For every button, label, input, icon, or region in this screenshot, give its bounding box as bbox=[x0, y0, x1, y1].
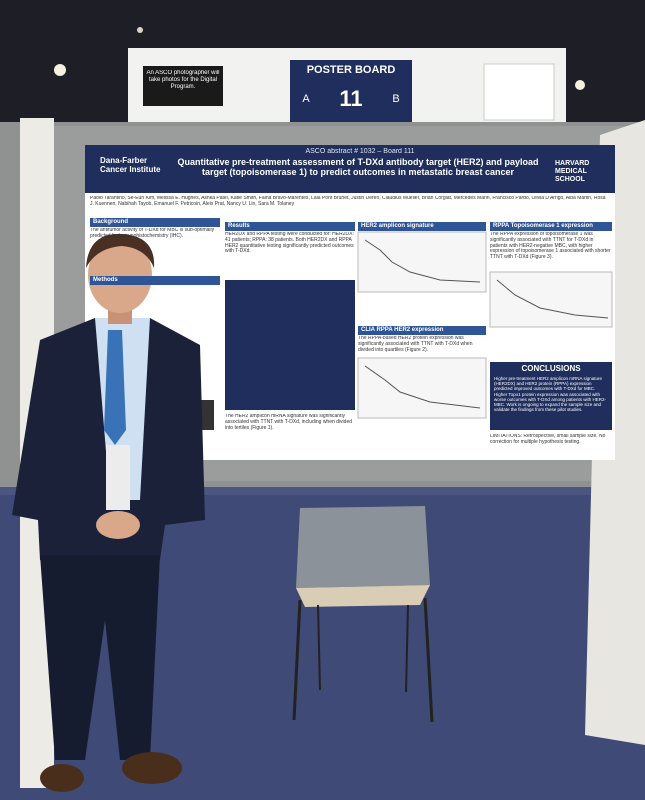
poster-title: Quantitative pre-treatment assessment of… bbox=[177, 157, 539, 178]
shoe bbox=[40, 764, 84, 792]
chair-leg bbox=[317, 604, 321, 691]
photographer-badge bbox=[143, 66, 223, 106]
section-header: CLIA RPPA HER2 expression bbox=[358, 326, 486, 335]
km-curve bbox=[496, 279, 609, 319]
photographer-note: An ASCO photographer will take photos fo… bbox=[146, 70, 220, 90]
shoe bbox=[122, 752, 182, 784]
chair-leg bbox=[405, 604, 409, 693]
conclusions-text: Higher pre-treatment HER2 amplicon mRNA … bbox=[494, 376, 606, 413]
school: HARVARD MEDICAL SCHOOL bbox=[555, 160, 590, 184]
info-sheet bbox=[483, 63, 555, 121]
ceiling-light bbox=[575, 80, 585, 90]
side-left: A bbox=[302, 93, 310, 105]
limitations: LIMITATIONS: Retrospective, small sample… bbox=[490, 434, 606, 445]
conclusions-box bbox=[490, 362, 612, 430]
results-footer: The HER2 amplicon mRNA signature was sig… bbox=[225, 414, 353, 431]
km-curve bbox=[364, 365, 481, 409]
chair-seat bbox=[296, 585, 430, 607]
section-header: Background bbox=[90, 218, 220, 227]
chair-back bbox=[296, 506, 430, 588]
conclusions-header: CONCLUSIONS bbox=[521, 364, 581, 373]
board-sign bbox=[290, 60, 412, 122]
section-header: Results bbox=[225, 222, 355, 231]
results-text: HER2DX and RPPA testing were conducted f… bbox=[225, 232, 354, 255]
hair bbox=[86, 233, 155, 268]
ceiling-light bbox=[54, 64, 66, 76]
topo-text: The RPPA expression of topoisomerase 1 w… bbox=[490, 232, 611, 260]
km-plot bbox=[357, 357, 487, 419]
section-header: HER2 amplicon signature bbox=[358, 222, 486, 231]
board-number: 11 bbox=[339, 86, 363, 111]
section-header: Methods bbox=[90, 276, 220, 285]
chair-leg bbox=[292, 599, 302, 721]
hands bbox=[96, 511, 140, 539]
ceiling-light bbox=[137, 27, 143, 33]
poster-header bbox=[85, 145, 615, 193]
board-label: POSTER BOARD bbox=[306, 64, 396, 76]
section-header: RPPA Topoisomerase 1 expression bbox=[490, 222, 612, 231]
km-curve bbox=[364, 239, 481, 283]
trousers bbox=[40, 555, 160, 760]
side-right: B bbox=[392, 93, 400, 105]
km-plot bbox=[489, 271, 613, 328]
institution: Dana-Farber Cancer Institute bbox=[100, 156, 161, 175]
km-plot bbox=[357, 231, 487, 293]
qr-code bbox=[200, 400, 214, 430]
chair-leg bbox=[423, 597, 434, 723]
authors: Paolo Tarantino, Se-Eun Kim, Melissa E. … bbox=[90, 196, 606, 207]
abstract-id: ASCO abstract # 1032 – Board 111 bbox=[305, 148, 415, 155]
tie bbox=[104, 330, 126, 445]
badge bbox=[106, 445, 130, 510]
clia-text: The RPPA-based HER2 protein expression w… bbox=[358, 336, 473, 353]
results-table bbox=[225, 280, 355, 410]
background-text: The antitumor activity of T-DXd for MBC … bbox=[90, 228, 215, 239]
face bbox=[88, 237, 152, 313]
